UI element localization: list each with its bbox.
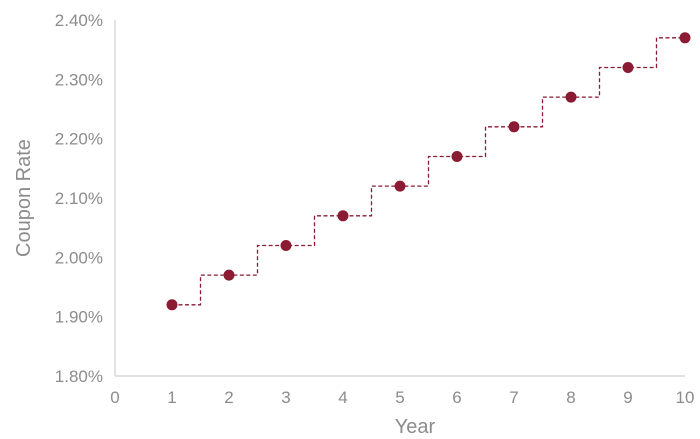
x-tick-label: 0 (110, 388, 119, 407)
data-point (622, 61, 634, 73)
x-axis-title: Year (395, 416, 436, 438)
data-point (223, 269, 235, 281)
y-tick-label: 1.90% (55, 308, 103, 327)
data-point (451, 150, 463, 162)
x-tick-label: 9 (623, 388, 632, 407)
data-point (280, 239, 292, 251)
y-tick-label: 1.80% (55, 367, 103, 386)
y-axis-tick-labels: 1.80% 1.90% 2.00% 2.10% 2.20% 2.30% 2.40% (55, 11, 103, 386)
coupon-step-line (172, 37, 685, 306)
data-point (166, 299, 178, 311)
x-tick-label: 2 (224, 388, 233, 407)
x-tick-label: 6 (452, 388, 461, 407)
x-tick-label: 4 (338, 388, 347, 407)
data-point (337, 210, 349, 222)
data-point (679, 32, 691, 44)
x-axis-tick-labels: 0 1 2 3 4 5 6 7 8 9 10 (110, 388, 694, 407)
x-tick-label: 3 (281, 388, 290, 407)
data-point (508, 121, 520, 133)
x-tick-label: 5 (395, 388, 404, 407)
x-tick-label: 1 (167, 388, 176, 407)
data-point (394, 180, 406, 192)
y-axis-title: Coupon Rate (13, 139, 35, 257)
data-points (166, 32, 691, 311)
y-tick-label: 2.30% (55, 70, 103, 89)
x-tick-label: 10 (676, 388, 695, 407)
data-point (565, 91, 577, 103)
y-tick-label: 2.20% (55, 130, 103, 149)
y-tick-label: 2.10% (55, 189, 103, 208)
x-tick-label: 7 (509, 388, 518, 407)
y-tick-label: 2.40% (55, 11, 103, 30)
x-tick-label: 8 (566, 388, 575, 407)
y-tick-label: 2.00% (55, 248, 103, 267)
